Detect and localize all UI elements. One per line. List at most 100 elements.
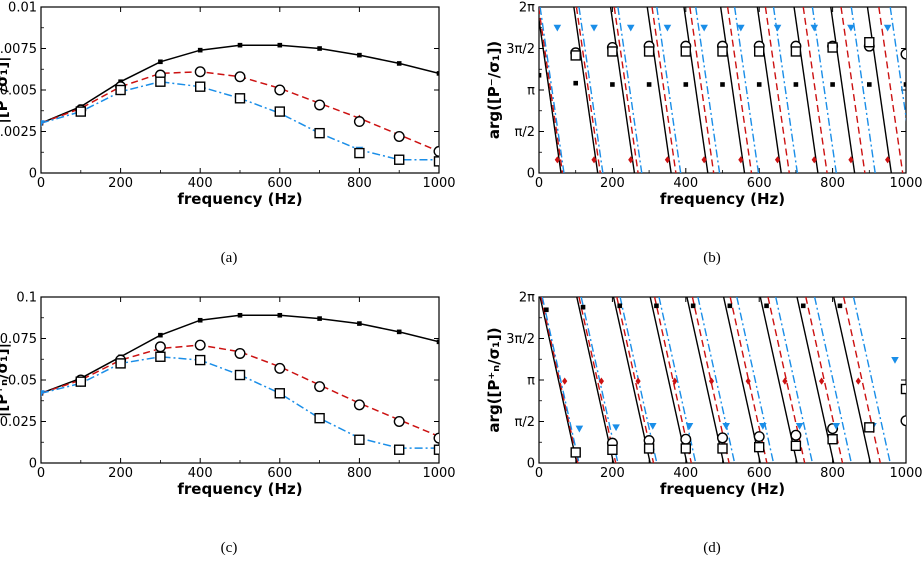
data-point <box>591 156 597 164</box>
data-point <box>790 46 802 57</box>
y-tick-label: 0 <box>527 457 535 472</box>
data-point <box>544 307 549 313</box>
x-tick-label: 800 <box>820 466 845 481</box>
data-point <box>635 377 641 385</box>
series-line <box>767 297 806 463</box>
data-point <box>354 434 365 445</box>
x-tick-label: 800 <box>820 176 845 191</box>
data-point <box>237 312 243 318</box>
data-point <box>277 42 283 48</box>
series-line <box>852 297 891 463</box>
data-point <box>663 24 672 32</box>
data-point <box>900 415 906 427</box>
data-point <box>795 423 804 430</box>
data-point <box>883 24 892 32</box>
x-tick-label: 400 <box>673 176 698 191</box>
y-axis-label: |[P⁻/σ₁]| <box>0 56 12 123</box>
y-tick-label: 0.0075 <box>0 42 37 57</box>
data-point <box>562 377 568 385</box>
data-point <box>317 316 322 321</box>
y-tick-label: π <box>527 84 535 99</box>
x-tick-label: 600 <box>267 176 292 191</box>
data-point <box>433 156 439 167</box>
chart-panel-d: 0 200 400 600 800 1000 0 π/2 π 3π/2 2π frequency (H… <box>485 291 922 557</box>
data-point <box>155 351 166 362</box>
data-point <box>628 156 634 164</box>
data-point <box>680 433 692 445</box>
series-line <box>41 344 439 438</box>
series-line <box>736 297 775 463</box>
series-line <box>691 297 730 463</box>
x-tick-label: 200 <box>600 466 625 481</box>
data-point <box>626 24 635 32</box>
y-tick-label: π/2 <box>515 125 535 140</box>
series-line <box>878 7 904 173</box>
series-line <box>613 7 639 173</box>
y-axis-label: arg([P⁻/σ₁]) <box>485 41 503 139</box>
data-point <box>314 127 325 139</box>
data-point <box>848 156 854 164</box>
data-point <box>234 369 246 381</box>
data-point <box>158 59 163 65</box>
y-tick-label: 0 <box>29 167 37 182</box>
series-line <box>840 7 866 173</box>
data-point <box>827 42 838 53</box>
data-point <box>737 24 745 32</box>
data-point <box>756 82 762 87</box>
data-point <box>393 416 405 428</box>
data-point <box>570 50 581 61</box>
series-line <box>656 7 682 173</box>
data-point <box>314 99 326 111</box>
data-point <box>396 61 402 66</box>
x-tick-label: 1000 <box>422 176 455 191</box>
y-tick-label: 2π <box>519 1 535 16</box>
data-point <box>700 24 708 32</box>
x-tick-label: 200 <box>108 466 133 481</box>
chart-panel-c: 0 200 400 600 800 1000 0 0.025 0.05 0.075 0.1 frequ… <box>0 291 456 557</box>
x-tick-label: 1000 <box>889 466 922 481</box>
series-line <box>775 297 814 463</box>
data-point <box>646 82 652 87</box>
y-tick-label: 0.075 <box>0 332 37 347</box>
series-line <box>850 7 876 173</box>
y-tick-label: 3π/2 <box>506 42 535 57</box>
y-tick-label: 0.05 <box>8 374 37 389</box>
x-tick-label: 0 <box>535 466 543 481</box>
series-line <box>833 297 872 463</box>
data-point <box>357 321 362 326</box>
data-point <box>900 48 906 60</box>
data-point <box>648 423 657 430</box>
y-tick-label: 0.0025 <box>0 125 37 140</box>
data-point <box>754 46 765 57</box>
series-line <box>612 297 651 463</box>
data-point <box>612 424 620 432</box>
data-point <box>436 71 439 76</box>
y-tick-label: 0 <box>29 457 37 472</box>
data-point <box>155 76 166 87</box>
series-line <box>539 297 578 463</box>
data-point <box>590 24 598 32</box>
series-line <box>651 7 677 173</box>
data-point <box>394 154 405 165</box>
data-point <box>800 303 806 309</box>
data-point <box>708 377 715 385</box>
data-point <box>317 46 322 51</box>
data-point <box>830 82 835 87</box>
data-point <box>643 443 655 454</box>
data-point <box>855 377 861 385</box>
data-point <box>553 24 562 32</box>
data-point <box>598 377 604 385</box>
data-point <box>394 444 405 455</box>
data-point <box>158 332 163 338</box>
data-point <box>774 156 781 164</box>
y-tick-label: 0.1 <box>16 291 37 306</box>
data-point <box>717 443 728 454</box>
panel-caption: (a) <box>221 250 238 266</box>
x-axis-label: frequency (Hz) <box>660 190 785 208</box>
series-line <box>649 297 688 463</box>
series-line <box>609 7 636 173</box>
series-line <box>617 7 643 173</box>
data-point <box>680 443 691 454</box>
data-point <box>764 303 769 309</box>
